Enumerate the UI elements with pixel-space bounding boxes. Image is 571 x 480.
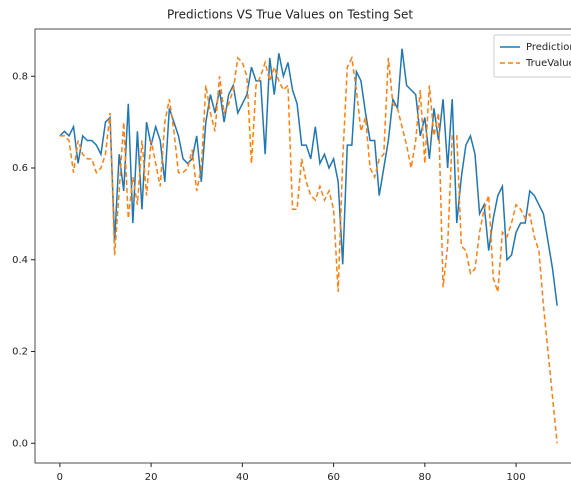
y-tick-label: 0.6 bbox=[12, 163, 28, 174]
legend-label: Predictions bbox=[526, 42, 571, 53]
line-series bbox=[59, 48, 558, 306]
plot-frame bbox=[34, 28, 571, 464]
y-tick-label: 0.8 bbox=[12, 71, 28, 82]
y-tick-label: 0.2 bbox=[12, 347, 28, 358]
x-tick-label: 60 bbox=[327, 472, 340, 480]
x-tick-label: 100 bbox=[507, 472, 526, 480]
x-tick-label: 0 bbox=[57, 472, 63, 480]
y-tick-label: 0.4 bbox=[12, 255, 28, 266]
line-series bbox=[59, 55, 558, 444]
y-tick-label: 0.0 bbox=[12, 438, 28, 449]
x-tick-label: 80 bbox=[418, 472, 431, 480]
x-tick-label: 40 bbox=[236, 472, 249, 480]
legend-box bbox=[493, 34, 571, 78]
x-tick-label: 20 bbox=[145, 472, 158, 480]
chart-title: Predictions VS True Values on Testing Se… bbox=[167, 8, 413, 22]
